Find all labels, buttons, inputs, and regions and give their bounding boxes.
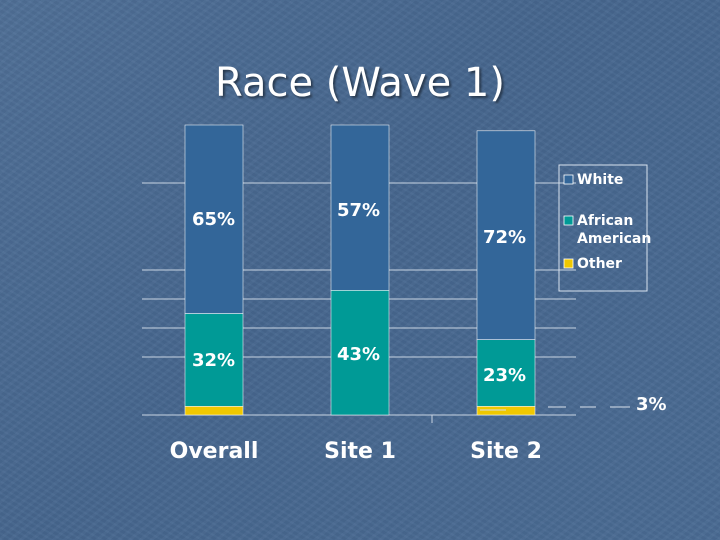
category-label: Site 2 [470, 439, 542, 464]
bar-african-american-site-2 [476, 339, 536, 407]
data-label: 43% [337, 344, 380, 365]
data-label: 23% [483, 365, 526, 386]
legend-label-white: White [577, 172, 623, 188]
bar-white-overall [184, 124, 244, 314]
legend-swatch-white [563, 174, 574, 185]
data-label: 72% [483, 227, 526, 248]
bar-white-site-2 [476, 130, 536, 340]
legend-swatch-other [563, 258, 574, 269]
data-label: 65% [192, 209, 235, 230]
legend-label-african-american: African [577, 213, 633, 229]
legend-swatch-african-american [563, 215, 574, 226]
category-label: Overall [170, 439, 259, 464]
bar-other-overall [184, 405, 244, 416]
category-label: Site 1 [324, 439, 396, 464]
legend-label-african-american: American [577, 231, 651, 247]
legend-box [558, 164, 648, 292]
bar-white-site-1 [330, 124, 390, 291]
bar-african-american-site-1 [330, 289, 390, 416]
slide-title: Race (Wave 1) [215, 60, 505, 106]
data-label: 57% [337, 200, 380, 221]
legend-label-other: Other [577, 256, 622, 272]
bar-other-site-2 [476, 405, 536, 416]
bar-african-american-overall [184, 313, 244, 407]
data-label: 32% [192, 350, 235, 371]
data-label-other-site-2: 3% [636, 394, 667, 415]
